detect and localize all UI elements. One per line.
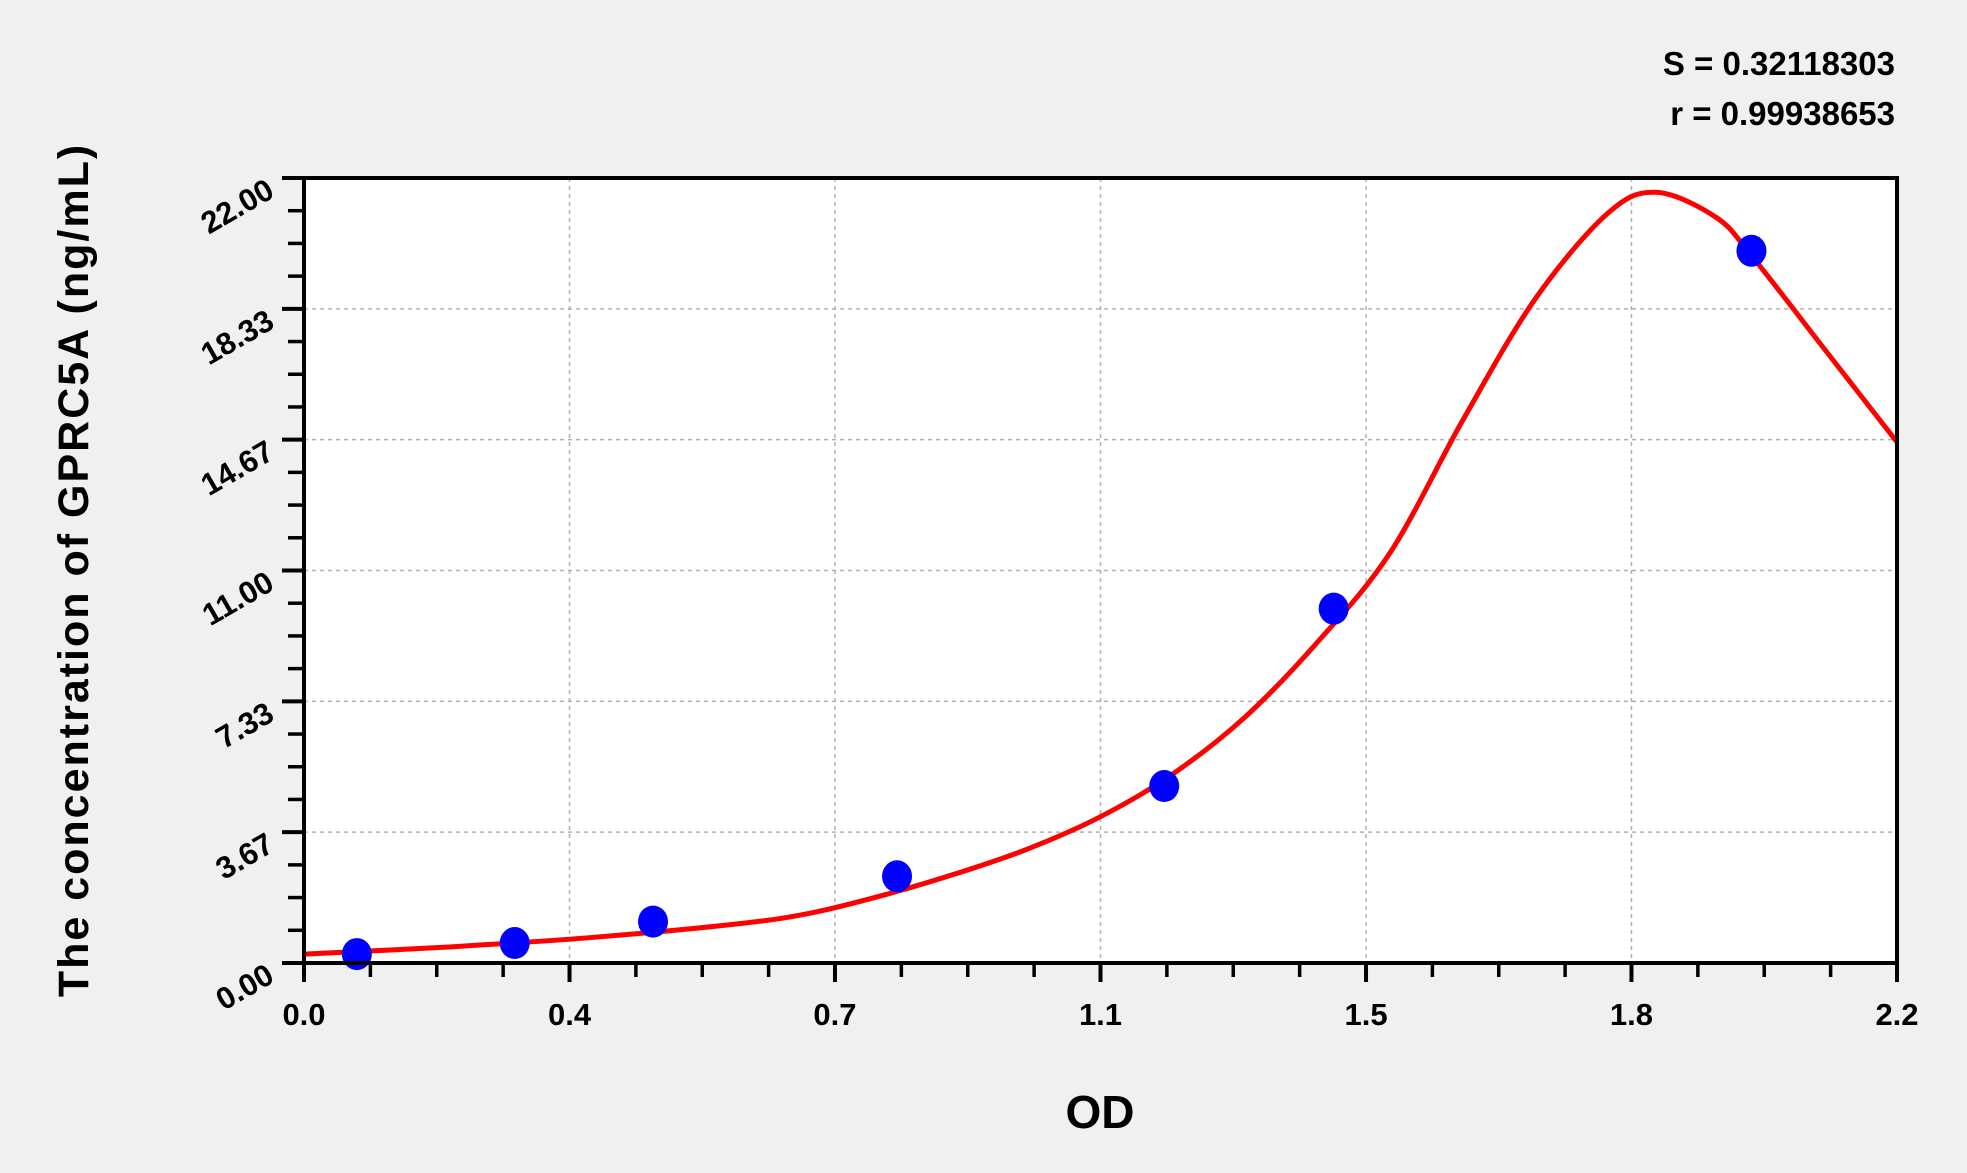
plot-frame (302, 176, 1899, 965)
data-point (1149, 770, 1180, 803)
x-tick-label: 1.1 (1079, 997, 1122, 1032)
x-tick-label: 0.4 (548, 997, 592, 1032)
data-point (1318, 592, 1349, 625)
x-tick-label: 0.7 (813, 997, 856, 1032)
y-tick-label: 3.67 (210, 826, 280, 886)
y-tick-label: 18.33 (195, 303, 280, 372)
fit-curve-group (303, 189, 1899, 957)
data-point (882, 860, 913, 893)
y-tick-label: 7.33 (210, 695, 280, 755)
data-points (341, 234, 1767, 971)
fit-curve (303, 189, 1899, 957)
data-point (499, 927, 530, 960)
y-tick-label: 14.67 (195, 433, 280, 502)
y-tick-label: 11.00 (196, 564, 279, 632)
stat-r: r = 0.99938653 (1670, 95, 1895, 132)
data-point (341, 938, 372, 971)
x-tick-label: 2.2 (1875, 997, 1918, 1032)
stat-s: S = 0.32118303 (1663, 45, 1895, 82)
y-tick-label: 22.00 (195, 172, 280, 241)
y-axis-title: The concentration of GPRC5A (ng/mL) (50, 143, 98, 997)
y-tick-label: 0.00 (210, 957, 280, 1017)
x-tick-label: 1.8 (1610, 997, 1653, 1032)
x-tick-label: 0.0 (282, 997, 325, 1032)
data-point (638, 905, 669, 938)
grid (304, 178, 1897, 963)
x-axis-title: OD (1066, 1086, 1135, 1138)
x-tick-label: 1.5 (1344, 997, 1387, 1032)
data-point (1736, 234, 1767, 267)
